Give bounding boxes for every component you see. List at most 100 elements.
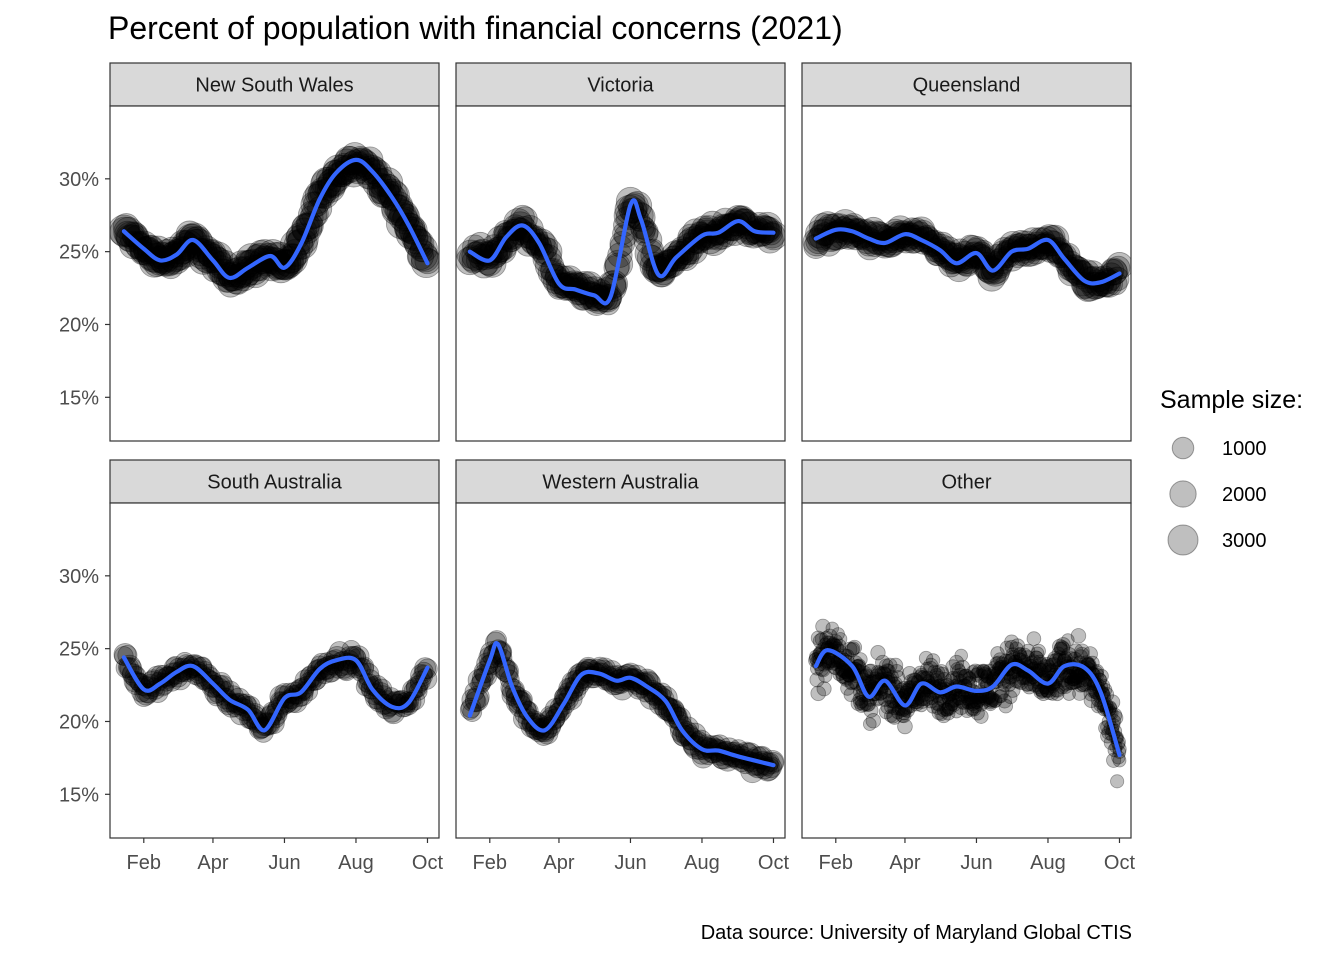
data-point [864,674,880,689]
data-point [815,661,831,678]
data-point [987,693,1003,708]
data-point [119,231,148,260]
data-point [1062,687,1076,701]
data-point [825,655,842,671]
data-point [803,234,829,259]
data-point [878,704,894,720]
data-point [477,249,507,278]
data-point [815,618,831,634]
data-point [129,238,154,263]
data-point [945,693,961,708]
data-point [990,646,1005,661]
x-tick-label: Apr [889,852,920,874]
data-point [1046,653,1062,669]
data-point [938,252,964,278]
data-point [930,701,945,715]
data-point [187,238,216,267]
facet-strip-label: Victoria [587,75,654,97]
data-point [973,708,989,724]
panel-border [109,502,440,839]
data-point [1004,634,1020,650]
data-point [966,665,980,679]
data-point [648,689,669,710]
x-tick-label: Apr [543,852,574,874]
data-point [967,663,983,679]
data-point [920,661,935,677]
panel-other: Other Feb Apr Jun Aug Oct [801,459,1135,874]
data-point [215,690,239,713]
data-point [916,687,932,702]
data-point [810,685,826,702]
data-point [1061,633,1075,647]
data-point [886,709,903,725]
data-point [915,691,930,707]
data-point [998,230,1027,259]
panel-border [801,105,1132,442]
data-point [351,155,382,185]
data-point [989,240,1018,268]
data-point [822,628,838,645]
data-point [966,694,982,710]
data-point [1106,752,1122,768]
data-point [677,223,706,252]
data-point [812,633,829,649]
facet-strip [455,62,786,107]
data-point [865,713,881,729]
data-point [671,243,697,270]
data-point [1076,676,1093,693]
data-point [884,708,898,723]
data-point [1054,641,1068,655]
data-point [976,664,991,679]
points-group [113,640,438,743]
data-point [977,667,992,682]
data-point [1067,673,1081,687]
data-point [320,170,347,197]
data-point [1053,641,1069,657]
data-point [877,692,893,707]
facet-strip [801,459,1132,504]
panel-border [109,105,440,442]
data-point [1024,655,1039,671]
data-point [999,640,1015,656]
data-point [989,656,1004,670]
data-point [883,699,898,714]
data-point [1020,643,1036,659]
data-point [166,242,195,271]
data-point [954,659,971,676]
y-tick-label: 30% [59,566,99,588]
data-point [1028,650,1044,666]
data-point [1011,230,1041,260]
data-point [838,671,854,687]
facet-strip-label: South Australia [207,472,342,494]
y-tick-label: 20% [59,711,99,733]
data-point [520,715,544,738]
smooth-trend-line [121,157,430,281]
data-point [223,267,252,295]
data-point [947,698,961,712]
data-point [1058,679,1073,694]
data-point [1072,685,1088,701]
chart-title: Percent of population with financial con… [108,10,843,46]
data-point [819,630,834,646]
data-point [591,285,616,311]
data-point [961,241,990,270]
data-point [276,692,298,714]
data-point [940,702,955,717]
data-point [934,236,962,264]
data-point [832,667,847,682]
data-point [904,674,918,688]
data-point [997,693,1013,709]
data-point [195,661,215,680]
data-point [758,220,785,251]
data-point [941,706,956,721]
data-point [189,664,209,684]
data-point [1033,656,1048,672]
data-point [918,690,934,707]
data-point [835,662,851,678]
data-point [1037,237,1063,263]
data-point [1052,638,1068,655]
data-point [192,244,222,273]
data-point [935,666,950,681]
data-point [890,705,905,720]
data-point [810,630,826,646]
